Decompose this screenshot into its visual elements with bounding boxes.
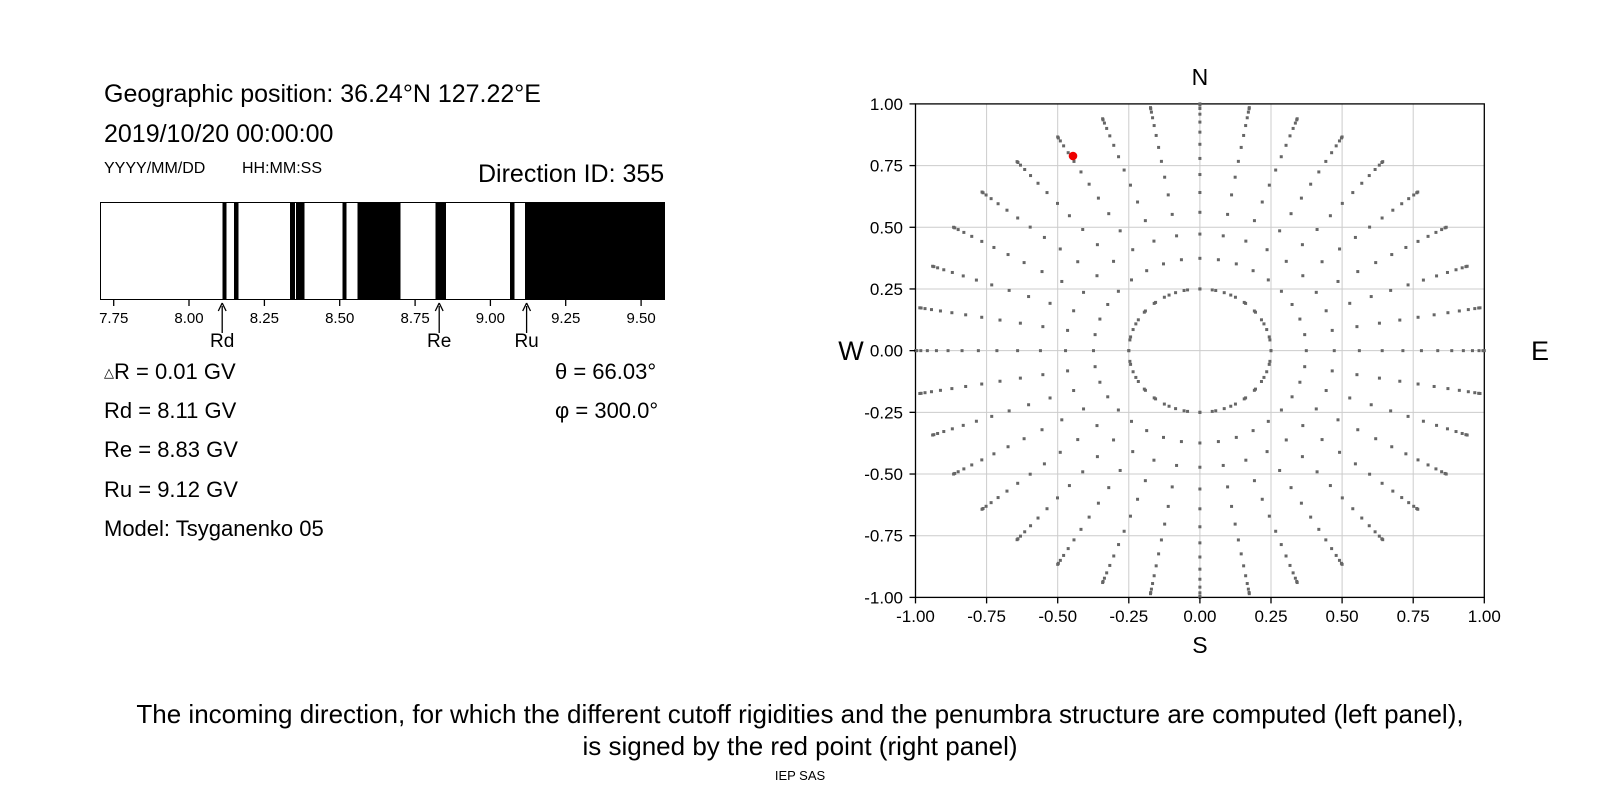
svg-text:1.00: 1.00 bbox=[1468, 607, 1501, 626]
svg-text:S: S bbox=[1192, 632, 1207, 658]
svg-text:0.00: 0.00 bbox=[870, 342, 903, 361]
svg-text:0.25: 0.25 bbox=[870, 280, 903, 299]
svg-text:0.50: 0.50 bbox=[870, 218, 903, 237]
svg-text:-0.25: -0.25 bbox=[864, 403, 903, 422]
svg-text:0.25: 0.25 bbox=[1254, 607, 1287, 626]
svg-text:N: N bbox=[1192, 64, 1209, 90]
svg-text:-0.50: -0.50 bbox=[864, 465, 903, 484]
svg-text:-1.00: -1.00 bbox=[896, 607, 935, 626]
svg-text:0.75: 0.75 bbox=[1397, 607, 1430, 626]
svg-text:-1.00: -1.00 bbox=[864, 588, 903, 607]
svg-text:-0.25: -0.25 bbox=[1109, 607, 1148, 626]
svg-text:0.50: 0.50 bbox=[1326, 607, 1359, 626]
svg-text:1.00: 1.00 bbox=[870, 95, 903, 114]
svg-text:0.75: 0.75 bbox=[870, 157, 903, 176]
svg-text:W: W bbox=[838, 336, 864, 366]
svg-text:-0.75: -0.75 bbox=[864, 527, 903, 546]
svg-text:-0.75: -0.75 bbox=[967, 607, 1006, 626]
svg-text:E: E bbox=[1531, 336, 1549, 366]
svg-text:0.00: 0.00 bbox=[1183, 607, 1216, 626]
svg-text:-0.50: -0.50 bbox=[1038, 607, 1077, 626]
